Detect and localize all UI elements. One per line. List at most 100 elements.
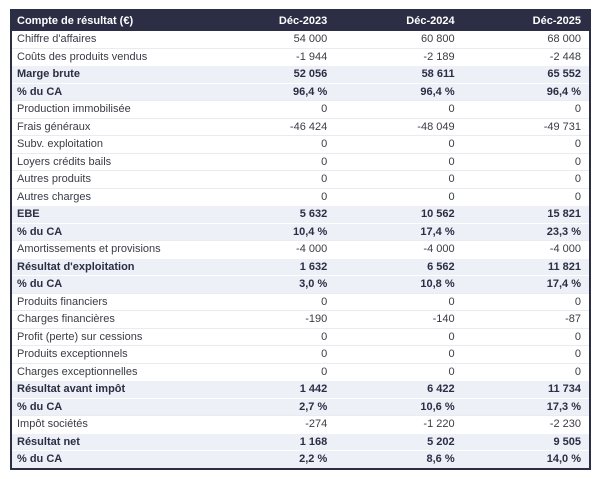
row-label: Coûts des produits vendus (11, 47, 208, 66)
row-value: 0 (207, 362, 336, 381)
row-label: Produits financiers (11, 292, 208, 311)
row-value: 0 (335, 100, 463, 118)
row-value: 0 (462, 135, 590, 153)
row-value: 96,4 % (462, 82, 590, 101)
row-label: Résultat net (11, 432, 208, 451)
row-label: Frais généraux (11, 117, 208, 136)
row-value: 0 (335, 362, 463, 381)
row-label: % du CA (11, 397, 208, 416)
row-value: 0 (207, 292, 336, 311)
table-row: Chiffre d'affaires 54 000 60 800 68 000 (11, 31, 590, 48)
row-value: -1 220 (335, 415, 463, 433)
header-col-dec-2025: Déc-2025 (462, 10, 590, 31)
row-label: Marge brute (11, 65, 208, 83)
header-col-dec-2024: Déc-2024 (335, 10, 463, 31)
row-label: Résultat avant impôt (11, 380, 208, 398)
row-value: 3,0 % (207, 275, 336, 293)
table-row: Frais généraux -46 424 -48 049 -49 731 (11, 117, 590, 136)
row-label: Charges financières (11, 310, 208, 328)
row-label: % du CA (11, 275, 208, 293)
table-row: Produits exceptionnels 0 0 0 (11, 345, 590, 363)
row-value: 5 632 (207, 205, 336, 223)
row-value: 0 (335, 152, 463, 171)
row-label: Impôt sociétés (11, 415, 208, 433)
row-value: 0 (335, 292, 463, 311)
row-value: 0 (462, 292, 590, 311)
row-value: 0 (207, 170, 336, 188)
table-row: Charges exceptionnelles 0 0 0 (11, 362, 590, 381)
row-value: -2 230 (462, 415, 590, 433)
row-value: 0 (335, 135, 463, 153)
row-value: 0 (207, 187, 336, 206)
row-label: Production immobilisée (11, 100, 208, 118)
row-value: -190 (207, 310, 336, 328)
row-value: 0 (462, 362, 590, 381)
row-label: % du CA (11, 450, 208, 469)
row-label: % du CA (11, 222, 208, 241)
table-row: Résultat d'exploitation 1 632 6 562 11 821 (11, 257, 590, 276)
row-value: 0 (207, 152, 336, 171)
row-value: 17,4 % (335, 222, 463, 241)
row-value: -274 (207, 415, 336, 433)
row-value: 8,6 % (335, 450, 463, 469)
table-row: Charges financières -190 -140 -87 (11, 310, 590, 328)
row-label: Amortissements et provisions (11, 240, 208, 258)
row-label: Charges exceptionnelles (11, 362, 208, 381)
row-value: 11 821 (462, 257, 590, 276)
row-value: 68 000 (547, 33, 581, 45)
row-label: Profit (perte) sur cessions (11, 327, 208, 346)
row-value: 60 800 (420, 33, 455, 45)
row-value: 2,2 % (207, 450, 336, 469)
row-value: 1 632 (207, 257, 336, 276)
table-row: Production immobilisée 0 0 0 (11, 100, 590, 118)
row-value: -4 000 (335, 240, 463, 258)
row-value: 1 168 (207, 432, 336, 451)
row-value: 11 734 (462, 380, 590, 398)
row-label: Loyers crédits bails (11, 152, 208, 171)
row-value: 1 442 (207, 380, 336, 398)
row-label: Autres produits (11, 170, 208, 188)
row-value: 5 202 (335, 432, 463, 451)
row-value: -48 049 (335, 117, 463, 136)
row-label: Chiffre d'affaires (17, 33, 97, 45)
table-row: Marge brute 52 056 58 611 65 552 (11, 65, 590, 83)
table-row: Loyers crédits bails 0 0 0 (11, 152, 590, 171)
row-value: 0 (462, 345, 590, 363)
table-body: Chiffre d'affaires 54 000 60 800 68 000 Coût… (11, 31, 590, 469)
row-value: 0 (462, 152, 590, 171)
row-value: 0 (462, 327, 590, 346)
row-value: 10,6 % (335, 397, 463, 416)
row-label: Autres charges (11, 187, 208, 206)
row-value: 0 (207, 345, 336, 363)
row-value: -4 000 (207, 240, 336, 258)
table-header: Compte de résultat (€) Déc-2023 Déc-2024… (11, 10, 590, 31)
header-label: Compte de résultat (€) (11, 10, 208, 31)
table-row: Impôt sociétés -274 -1 220 -2 230 (11, 415, 590, 433)
row-value: 52 056 (207, 65, 336, 83)
row-value: 0 (462, 100, 590, 118)
table-row: % du CA 96,4 % 96,4 % 96,4 % (11, 82, 590, 101)
header-row: Compte de résultat (€) Déc-2023 Déc-2024… (11, 10, 590, 31)
row-label: Produits exceptionnels (11, 345, 208, 363)
row-value: 14,0 % (462, 450, 590, 469)
row-value: -1 944 (207, 47, 336, 66)
row-label: Résultat d'exploitation (11, 257, 208, 276)
table-row: % du CA 2,7 % 10,6 % 17,3 % (11, 397, 590, 416)
table-row: % du CA 2,2 % 8,6 % 14,0 % (11, 450, 590, 469)
row-label: EBE (11, 205, 208, 223)
row-value: 10,8 % (335, 275, 463, 293)
row-value: 65 552 (462, 65, 590, 83)
row-value: 6 562 (335, 257, 463, 276)
table-row: Subv. exploitation 0 0 0 (11, 135, 590, 153)
row-value: -49 731 (462, 117, 590, 136)
table-row: % du CA 10,4 % 17,4 % 23,3 % (11, 222, 590, 241)
income-statement-table: Compte de résultat (€) Déc-2023 Déc-2024… (10, 9, 591, 470)
row-value: 17,4 % (462, 275, 590, 293)
row-value: -2 448 (462, 47, 590, 66)
row-value: -87 (462, 310, 590, 328)
row-value: 58 611 (335, 65, 463, 83)
table-row: Résultat net 1 168 5 202 9 505 (11, 432, 590, 451)
row-value: -4 000 (462, 240, 590, 258)
table-row: Autres produits 0 0 0 (11, 170, 590, 188)
row-value: 96,4 % (207, 82, 336, 101)
